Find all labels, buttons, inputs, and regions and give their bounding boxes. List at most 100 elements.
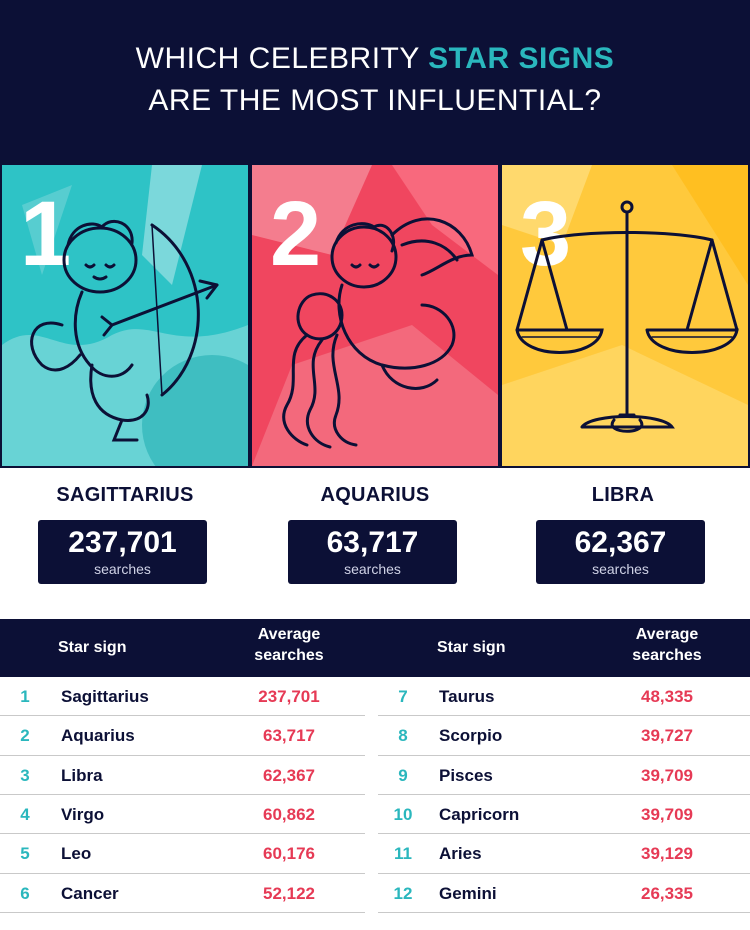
rank-1-numeral: 1 xyxy=(20,183,71,285)
rank-number: 9 xyxy=(398,765,408,785)
title-highlight: STAR SIGNS xyxy=(428,42,615,75)
card-value: 63,717 xyxy=(326,526,419,559)
card-value: 237,701 xyxy=(68,526,177,559)
card-value-box: 62,367 searches xyxy=(536,520,705,584)
rank-number: 1 xyxy=(20,687,30,706)
average-searches-value: 60,862 xyxy=(263,804,315,824)
panel-libra: 3 xyxy=(500,163,750,468)
table-row: 12 Gemini 26,335 xyxy=(0,874,750,913)
star-sign-name: Scorpio xyxy=(439,726,503,746)
panel-aquarius: 2 xyxy=(250,163,500,468)
header-star-sign-right: Star sign xyxy=(437,639,506,656)
header-banner: WHICH CELEBRITY STAR SIGNS ARE THE MOST … xyxy=(0,0,750,163)
rank-number: 7 xyxy=(398,687,408,706)
star-sign-name: Virgo xyxy=(61,804,105,824)
card-sign-name: AQUARIUS xyxy=(320,484,430,506)
rank-number: 3 xyxy=(20,765,30,785)
card-unit: searches xyxy=(94,561,151,577)
star-sign-name: Taurus xyxy=(439,687,495,706)
average-searches-value: 237,701 xyxy=(258,687,320,706)
table-row: 9 Pisces 39,709 xyxy=(0,756,750,795)
panel-sagittarius: 1 xyxy=(0,163,250,468)
rank-number: 2 xyxy=(20,726,30,746)
page-title-line-2: ARE THE MOST INFLUENTIAL? xyxy=(148,84,602,117)
row-divider xyxy=(378,911,750,913)
star-sign-name: Cancer xyxy=(61,883,119,903)
card-sign-name: LIBRA xyxy=(591,484,655,506)
rank-number: 6 xyxy=(20,883,30,903)
row-divider xyxy=(0,793,365,795)
row-divider xyxy=(378,715,750,717)
star-sign-name: Leo xyxy=(61,844,92,864)
card-rank-2: AQUARIUS 63,717 searches xyxy=(250,470,500,610)
rank-3-numeral: 3 xyxy=(520,183,571,285)
title-prefix: WHICH CELEBRITY xyxy=(135,42,420,75)
table-row: 8 Scorpio 39,727 xyxy=(0,716,750,755)
row-divider xyxy=(0,833,365,835)
rank-number: 12 xyxy=(393,883,413,903)
row-divider xyxy=(378,793,750,795)
header-average-line2: searches xyxy=(254,647,324,664)
star-sign-name: Aries xyxy=(439,844,482,864)
header-star-sign-left: Star sign xyxy=(58,639,127,656)
ranking-table-header: Star sign Average searches Star sign Ave… xyxy=(0,619,750,677)
row-divider xyxy=(378,872,750,874)
table-row: 10 Capricorn 39,709 xyxy=(0,795,750,834)
average-searches-value: 26,335 xyxy=(641,883,693,903)
card-unit: searches xyxy=(592,561,649,577)
table-row: 4 Virgo 60,862 xyxy=(0,795,750,834)
average-searches-value: 52,122 xyxy=(263,883,315,903)
table-row: 2 Aquarius 63,717 xyxy=(0,716,750,755)
row-divider xyxy=(0,715,365,717)
table-row: 11 Aries 39,129 xyxy=(0,834,750,873)
average-searches-value: 60,176 xyxy=(263,844,315,864)
table-row: 6 Cancer 52,122 xyxy=(0,874,750,913)
average-searches-value: 48,335 xyxy=(641,687,693,706)
star-sign-name: Aquarius xyxy=(61,726,135,746)
table-row: 1 Sagittarius 237,701 xyxy=(0,677,750,716)
card-sign-name: SAGITTARIUS xyxy=(56,484,194,506)
top-three-cards: SAGITTARIUS 237,701 searches AQUARIUS 63… xyxy=(0,470,750,610)
rank-number: 5 xyxy=(20,844,30,864)
water-bearer-cherub-icon: 2 xyxy=(252,165,498,466)
archer-cherub-icon: 1 xyxy=(2,165,248,466)
header-average-right: Average searches xyxy=(602,624,732,666)
average-searches-value: 39,727 xyxy=(641,726,693,746)
row-divider xyxy=(378,833,750,835)
star-sign-name: Gemini xyxy=(439,883,497,903)
star-sign-name: Sagittarius xyxy=(61,687,149,706)
header-average-left: Average searches xyxy=(224,624,354,666)
card-unit: searches xyxy=(344,561,401,577)
table-row: 7 Taurus 48,335 xyxy=(0,677,750,716)
card-rank-3: LIBRA 62,367 searches xyxy=(498,470,748,610)
average-searches-value: 39,129 xyxy=(641,844,693,864)
average-searches-value: 63,717 xyxy=(263,726,315,746)
card-rank-1: SAGITTARIUS 237,701 searches xyxy=(0,470,250,610)
row-divider xyxy=(0,911,365,913)
rank-number: 4 xyxy=(20,804,30,824)
star-sign-name: Pisces xyxy=(439,765,493,785)
star-sign-name: Libra xyxy=(61,765,103,785)
card-value: 62,367 xyxy=(574,526,667,559)
header-average-line2: searches xyxy=(632,647,702,664)
rank-number: 10 xyxy=(393,804,413,824)
top-three-illustrations: 1 xyxy=(0,163,750,468)
star-sign-name: Capricorn xyxy=(439,804,520,824)
row-divider xyxy=(0,872,365,874)
row-divider xyxy=(0,754,365,756)
average-searches-value: 62,367 xyxy=(263,765,315,785)
average-searches-value: 39,709 xyxy=(641,765,693,785)
average-searches-value: 39,709 xyxy=(641,804,693,824)
rank-number: 11 xyxy=(394,844,412,864)
page-title-line-1: WHICH CELEBRITY STAR SIGNS xyxy=(0,42,750,76)
header-average-line1: Average xyxy=(635,626,699,643)
header-average-line1: Average xyxy=(257,626,321,643)
row-divider xyxy=(378,754,750,756)
card-value-box: 63,717 searches xyxy=(288,520,457,584)
rank-number: 8 xyxy=(398,726,408,746)
table-row: 5 Leo 60,176 xyxy=(0,834,750,873)
scales-icon: 3 xyxy=(502,165,748,466)
rank-2-numeral: 2 xyxy=(270,183,321,285)
table-row: 3 Libra 62,367 xyxy=(0,756,750,795)
card-value-box: 237,701 searches xyxy=(38,520,207,584)
